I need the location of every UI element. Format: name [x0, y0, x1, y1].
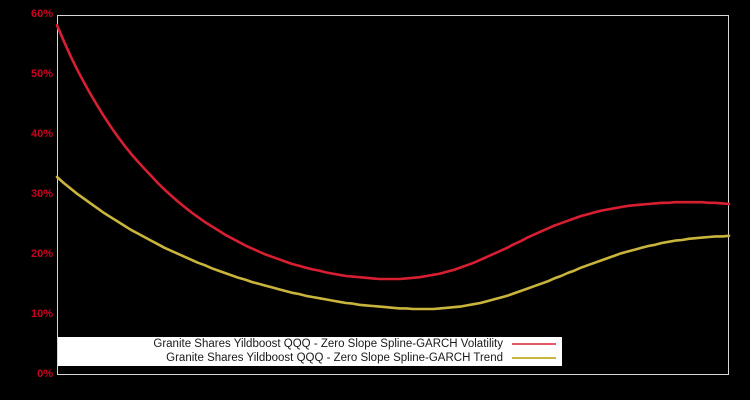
series-line-trend: [55, 175, 731, 311]
y-axis-tick-label: 40%: [30, 128, 53, 140]
series-layer: [55, 23, 731, 311]
y-axis-tick-labels: 0% 10% 20% 30% 40% 50% 60%: [0, 0, 53, 400]
y-axis-tick-label: 10%: [30, 308, 53, 320]
legend-label-volatility: Granite Shares Yildboost QQQ - Zero Slop…: [153, 337, 503, 350]
y-axis-tick-label: 0%: [37, 368, 53, 380]
legend-entry-trend[interactable]: Granite Shares Yildboost QQQ - Zero Slop…: [58, 351, 562, 365]
y-axis-tick-label: 30%: [30, 188, 53, 200]
series-line-volatility: [55, 23, 731, 281]
axis-frame: [57, 15, 729, 375]
legend-label-trend: Granite Shares Yildboost QQQ - Zero Slop…: [166, 351, 503, 364]
legend-entry-volatility[interactable]: Granite Shares Yildboost QQQ - Zero Slop…: [58, 337, 562, 351]
legend-swatch-trend-icon: [512, 357, 556, 359]
y-axis-tick-label: 50%: [30, 68, 53, 80]
y-axis-tick-label: 60%: [30, 8, 53, 20]
plot-border: [57, 15, 729, 375]
chart-legend[interactable]: Granite Shares Yildboost QQQ - Zero Slop…: [58, 337, 562, 366]
y-axis-tick-label: 20%: [30, 248, 53, 260]
legend-swatch-volatility-icon: [512, 343, 556, 345]
